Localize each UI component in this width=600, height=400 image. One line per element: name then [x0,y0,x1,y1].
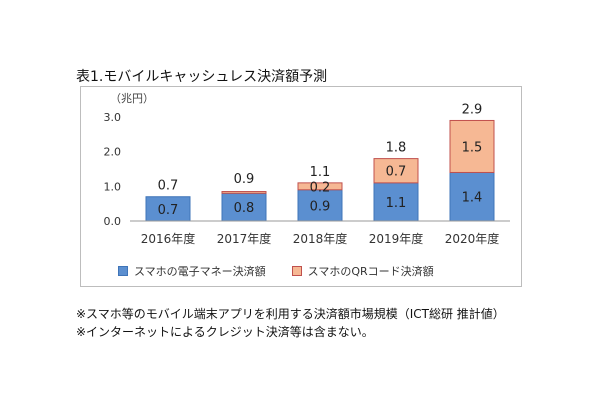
y-tick-label-3: 3.0 [104,111,122,124]
bar-1-2 [297,182,343,191]
x-tick-label-4: 2020年度 [445,231,500,246]
bar-label-1-2: 0.2 [310,180,331,195]
bar-1-1 [221,191,267,194]
bar-label-0-4: 1.4 [462,191,483,206]
legend-label-qr: スマホのQRコード決済額 [307,265,434,278]
legend-swatch-qr [291,266,302,276]
total-label-1: 0.9 [234,172,255,187]
bar-label-0-3: 1.1 [386,196,407,211]
bar-0-2 [297,189,343,222]
x-tick-label-1: 2017年度 [217,231,272,246]
footnote-1: ※スマホ等のモバイル端末アプリを利用する決済額市場規模（ICT総研 推計値） [76,307,505,321]
total-label-4: 2.9 [462,102,483,117]
bar-label-0-0: 0.7 [158,203,179,218]
footnote-2: ※インターネットによるクレジット決済等は含まない。 [76,325,374,339]
y-tick-label-1: 1.0 [104,180,122,193]
bar-label-1-4: 1.5 [462,140,483,155]
bar-1-3 [373,158,419,184]
y-tick-label-2: 2.0 [104,146,122,159]
y-axis-unit-label: （兆円） [110,92,154,105]
legend-item-emoney: スマホの電子マネー決済額 [118,263,266,279]
legend-swatch-emoney [118,266,128,276]
total-label-0: 0.7 [158,179,179,194]
bar-label-0-2: 0.9 [310,199,331,214]
x-tick-label-2: 2018年度 [293,231,348,246]
chart-title: 表1.モバイルキャッシュレス決済額予測 [76,69,328,85]
legend-item-qr: スマホのQRコード決済額 [291,263,434,279]
y-tick-label-0: 0.0 [104,215,122,228]
bar-0-1 [221,192,267,222]
x-tick-label-0: 2016年度 [141,231,196,246]
bar-label-1-3: 0.7 [386,165,407,180]
legend-label-emoney: スマホの電子マネー決済額 [134,265,266,278]
legend: スマホの電子マネー決済額 スマホのQRコード決済額 [118,263,434,279]
x-tick-label-3: 2019年度 [369,231,424,246]
bar-label-0-1: 0.8 [234,201,255,216]
bar-1-4 [449,119,495,173]
total-label-2: 1.1 [310,165,331,180]
total-label-3: 1.8 [386,141,407,156]
